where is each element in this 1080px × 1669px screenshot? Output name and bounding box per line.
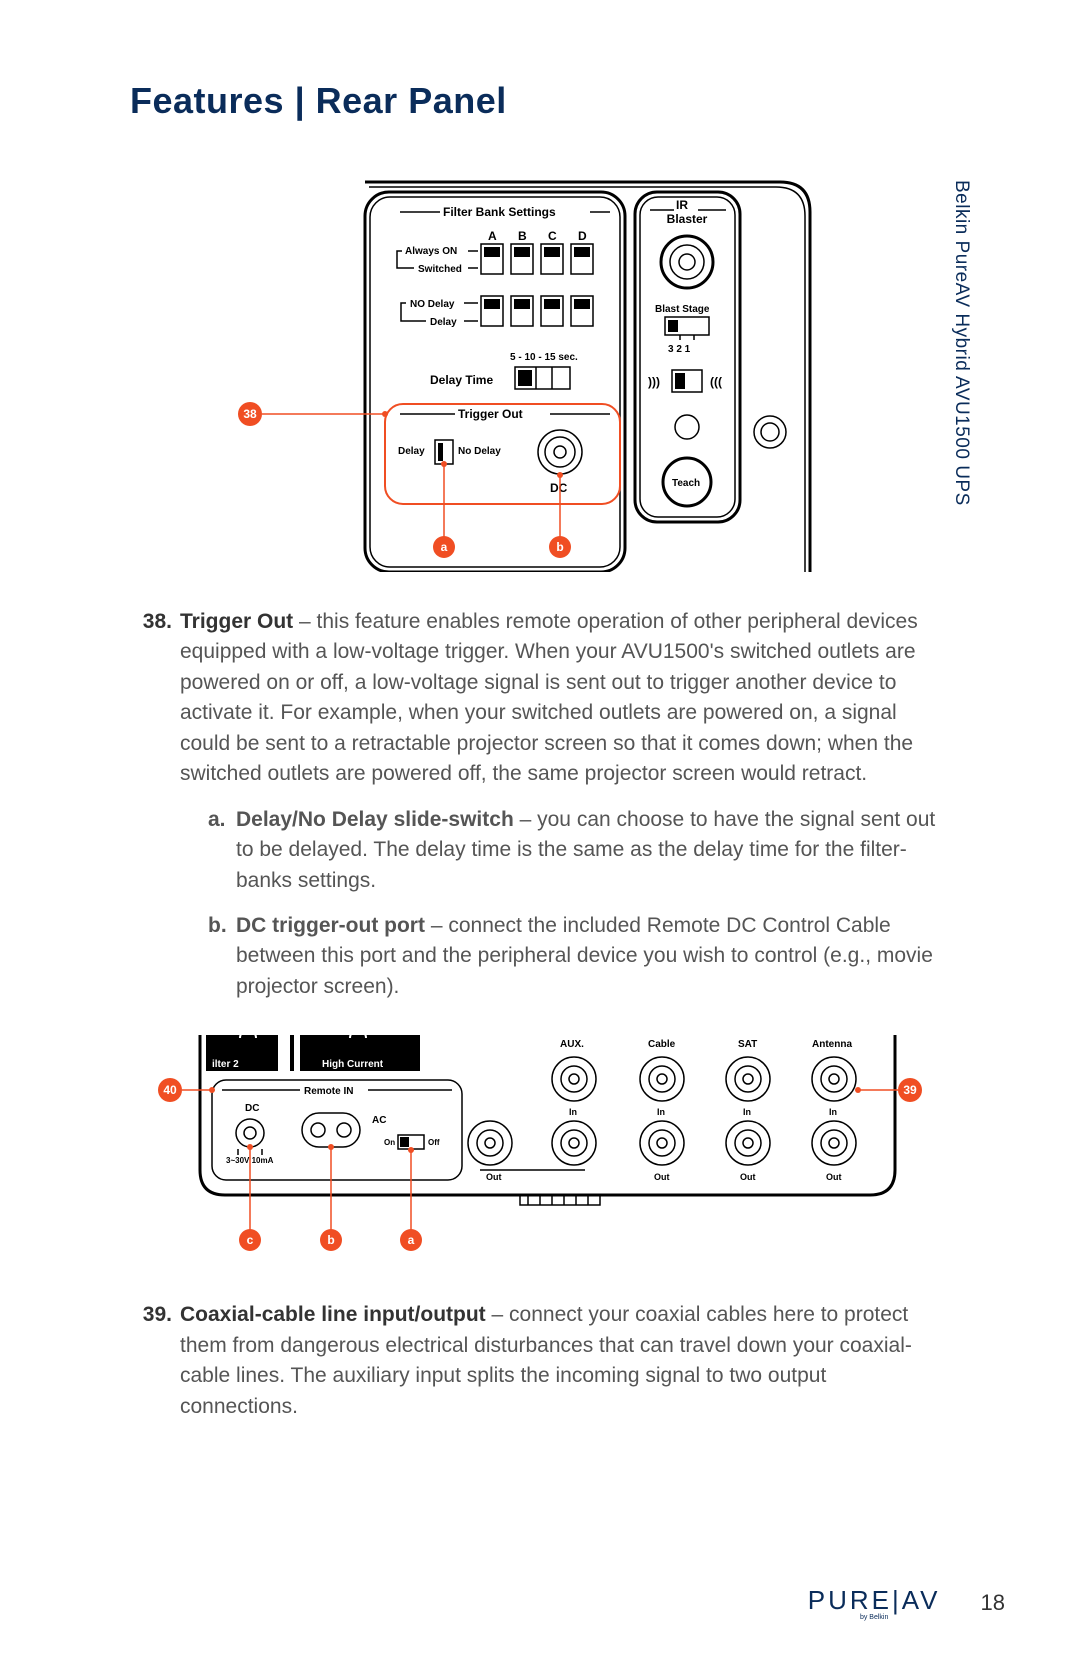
svg-text:c: c	[247, 1233, 254, 1247]
svg-text:a: a	[441, 540, 448, 554]
coax-ports: AUX. Cable SAT Antenna In Out In Out	[468, 1039, 856, 1182]
svg-text:IR: IR	[676, 198, 688, 212]
svg-text:Always ON: Always ON	[405, 246, 457, 257]
svg-text:In: In	[829, 1107, 837, 1117]
svg-text:a: a	[408, 1233, 415, 1247]
svg-text:ilter 2: ilter 2	[212, 1059, 239, 1070]
brand-logo: PURE|AV	[808, 1585, 941, 1616]
svg-text:Out: Out	[826, 1172, 842, 1182]
svg-text:A: A	[488, 229, 497, 243]
filter-bank-label: Filter Bank Settings	[443, 205, 556, 219]
svg-text:NO Delay: NO Delay	[410, 299, 455, 310]
svg-text:DC: DC	[550, 481, 568, 495]
svg-text:Blaster: Blaster	[667, 212, 708, 226]
svg-text:AUX.: AUX.	[560, 1039, 584, 1050]
svg-text:DC: DC	[245, 1103, 259, 1114]
svg-text:Off: Off	[428, 1138, 440, 1147]
svg-text:Switched: Switched	[418, 264, 462, 275]
svg-text:C: C	[548, 229, 557, 243]
svg-text:Out: Out	[740, 1172, 756, 1182]
svg-text:Remote IN: Remote IN	[304, 1086, 353, 1097]
svg-text:5 - 10 - 15 sec.: 5 - 10 - 15 sec.	[510, 352, 578, 363]
item-title: Coaxial-cable line input/output	[180, 1303, 486, 1326]
product-name-vertical: Belkin PureAV Hybrid AVU1500 UPS	[950, 180, 972, 506]
svg-text:In: In	[569, 1107, 577, 1117]
svg-text:Teach: Teach	[672, 478, 700, 489]
svg-text:3 2 1: 3 2 1	[668, 344, 691, 355]
svg-text:Blast Stage: Blast Stage	[655, 304, 710, 315]
svg-text:40: 40	[163, 1083, 177, 1097]
diagram-coax-remote: ilter 2 High Current Remote IN DC 3~30V …	[150, 1035, 930, 1265]
svg-text:Out: Out	[654, 1172, 670, 1182]
svg-text:Cable: Cable	[648, 1039, 676, 1050]
svg-text:B: B	[518, 229, 527, 243]
svg-text:High Current: High Current	[322, 1059, 384, 1070]
svg-text:In: In	[657, 1107, 665, 1117]
svg-text:(((: (((	[710, 375, 722, 389]
trigger-out-label: Trigger Out	[458, 407, 523, 421]
feature-item-39: 39. Coaxial-cable line input/output – co…	[130, 1300, 950, 1422]
svg-text:On: On	[384, 1138, 395, 1147]
item-title: Trigger Out	[180, 610, 293, 633]
svg-text:D: D	[578, 229, 587, 243]
svg-text:Antenna: Antenna	[812, 1039, 852, 1050]
svg-text:AC: AC	[372, 1115, 386, 1126]
page-footer: PURE|AV by Belkin 18	[808, 1585, 1005, 1621]
svg-text:SAT: SAT	[738, 1039, 757, 1050]
svg-text:38: 38	[243, 407, 257, 421]
svg-text:In: In	[743, 1107, 751, 1117]
feature-item-38: 38. Trigger Out – this feature enables r…	[130, 607, 950, 1017]
svg-text:b: b	[327, 1233, 334, 1247]
svg-text:))): )))	[648, 375, 660, 389]
page-number: 18	[981, 1590, 1005, 1616]
svg-text:Out: Out	[486, 1172, 502, 1182]
filter-switches	[481, 244, 593, 326]
diagram-trigger-out: Filter Bank Settings A B C D Always ON S…	[230, 172, 850, 572]
page-title: Features | Rear Panel	[130, 80, 950, 122]
svg-text:39: 39	[903, 1083, 917, 1097]
svg-text:Delay: Delay	[398, 446, 425, 457]
item-number: 38.	[130, 607, 172, 1017]
item-text: – this feature enables remote operation …	[180, 610, 918, 785]
svg-text:b: b	[556, 540, 563, 554]
svg-text:Delay Time: Delay Time	[430, 373, 493, 387]
svg-text:Delay: Delay	[430, 317, 457, 328]
item-number: 39.	[130, 1300, 172, 1422]
svg-text:No Delay: No Delay	[458, 446, 501, 457]
sub-item-a: a. Delay/No Delay slide-switch – you can…	[208, 805, 950, 896]
sub-item-b: b. DC trigger-out port – connect the inc…	[208, 911, 950, 1002]
